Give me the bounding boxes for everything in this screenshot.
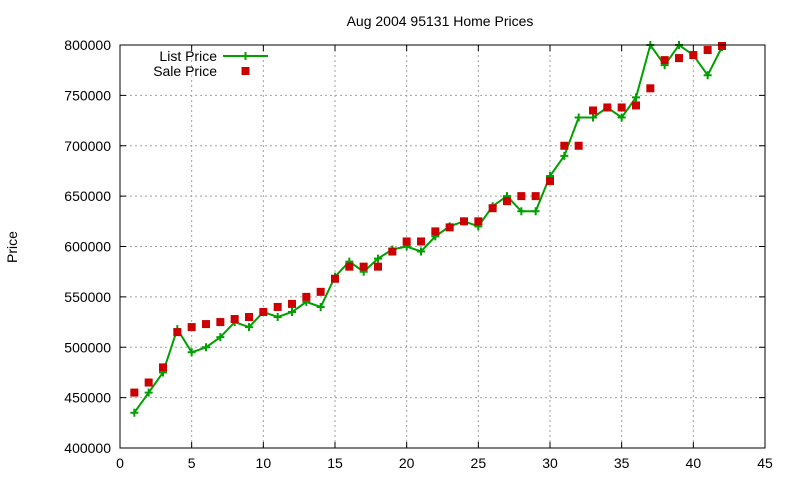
sale-price-point xyxy=(675,54,683,63)
y-tick-label: 600000 xyxy=(64,239,111,255)
list-price-point xyxy=(273,313,282,322)
y-tick-label: 400000 xyxy=(64,440,111,456)
list-price-point xyxy=(130,408,139,417)
list-price-point xyxy=(216,333,225,342)
legend-label-list-price: List Price xyxy=(159,48,217,64)
sale-price-point xyxy=(345,262,354,271)
x-tick-label: 0 xyxy=(116,455,124,471)
sale-price-point xyxy=(144,378,153,387)
sale-price-point xyxy=(517,192,526,201)
legend-label-sale-price: Sale Price xyxy=(153,63,217,79)
list-price-point xyxy=(574,113,583,122)
x-tick-label: 5 xyxy=(188,455,196,471)
sale-price-point xyxy=(560,141,569,150)
sale-price-point xyxy=(245,313,253,322)
sale-price-point xyxy=(130,388,139,397)
axis-ticks: 400000 450000 500000 550000 600000 650000 7000… xyxy=(64,37,773,471)
sale-price-point xyxy=(603,103,612,112)
x-tick-label: 15 xyxy=(327,455,343,471)
sale-price-point xyxy=(703,46,712,55)
x-tick-label: 30 xyxy=(542,455,558,471)
sale-price-point xyxy=(316,287,325,296)
sale-price-point xyxy=(574,141,583,150)
sale-price-point xyxy=(273,302,282,311)
sale-price-point xyxy=(388,247,397,256)
sale-price-point xyxy=(503,197,511,206)
list-price-point xyxy=(517,207,526,216)
sale-price-point xyxy=(230,315,239,324)
sale-price-point xyxy=(187,323,196,332)
list-price-point xyxy=(703,71,712,80)
sale-price-point xyxy=(445,223,454,232)
grid xyxy=(120,45,765,448)
sale-price-point xyxy=(302,292,311,301)
legend-sale-price-marker xyxy=(241,67,250,75)
list-price-point xyxy=(617,113,626,122)
y-tick-label: 450000 xyxy=(64,390,111,406)
list-price-point xyxy=(560,151,569,160)
x-tick-label: 40 xyxy=(686,455,702,471)
sale-price-point xyxy=(689,51,698,60)
legend-list-price-marker xyxy=(241,52,250,60)
list-price-line xyxy=(133,42,723,414)
chart-title: Aug 2004 95131 Home Prices xyxy=(347,13,534,29)
y-tick-label: 500000 xyxy=(64,339,111,355)
list-price-point xyxy=(144,388,153,397)
sale-price-point xyxy=(660,56,669,65)
list-price-point xyxy=(245,323,253,332)
y-tick-label: 700000 xyxy=(64,138,111,154)
sale-price-point xyxy=(718,42,726,51)
sale-price-point xyxy=(589,106,597,115)
x-tick-label: 35 xyxy=(614,455,630,471)
sale-price-point xyxy=(402,237,411,246)
list-price-point xyxy=(632,93,640,102)
list-price-point xyxy=(316,302,325,311)
sale-price-point xyxy=(431,227,440,236)
y-tick-label: 800000 xyxy=(64,37,111,53)
sale-price-point xyxy=(173,328,182,337)
x-tick-label: 45 xyxy=(757,455,773,471)
list-price-point xyxy=(288,307,296,316)
list-price-point xyxy=(417,247,425,256)
sale-price-point xyxy=(202,320,210,329)
sale-price-point xyxy=(259,307,268,316)
x-tick-label: 20 xyxy=(399,455,415,471)
sale-price-point xyxy=(288,299,296,308)
list-price-point xyxy=(187,348,196,357)
legend: List Price Sale Price xyxy=(153,48,268,79)
y-tick-label: 650000 xyxy=(64,188,111,204)
list-price-point xyxy=(374,254,382,263)
x-tick-label: 25 xyxy=(471,455,487,471)
sale-price-point xyxy=(617,103,626,112)
y-tick-label: 550000 xyxy=(64,289,111,305)
y-axis-label: Price xyxy=(4,231,20,263)
sale-price-point xyxy=(460,217,468,226)
sale-price-point xyxy=(474,217,483,226)
sale-price-point xyxy=(359,262,368,271)
list-price-point xyxy=(202,343,210,352)
sale-price-point xyxy=(374,262,382,271)
sale-price-point xyxy=(546,177,554,186)
sale-price-point xyxy=(646,84,655,93)
sale-price-point xyxy=(531,192,540,201)
x-tick-label: 10 xyxy=(256,455,272,471)
sale-price-point xyxy=(159,363,167,372)
plot-frame xyxy=(119,44,766,449)
sale-price-point xyxy=(632,101,640,110)
y-tick-label: 750000 xyxy=(64,87,111,103)
plot-series xyxy=(130,41,726,417)
sale-price-point xyxy=(216,318,225,327)
sale-price-point xyxy=(488,204,497,213)
list-price-point xyxy=(531,207,540,216)
list-price-point xyxy=(589,113,597,122)
sale-price-point xyxy=(417,237,425,246)
sale-price-point xyxy=(331,274,339,283)
